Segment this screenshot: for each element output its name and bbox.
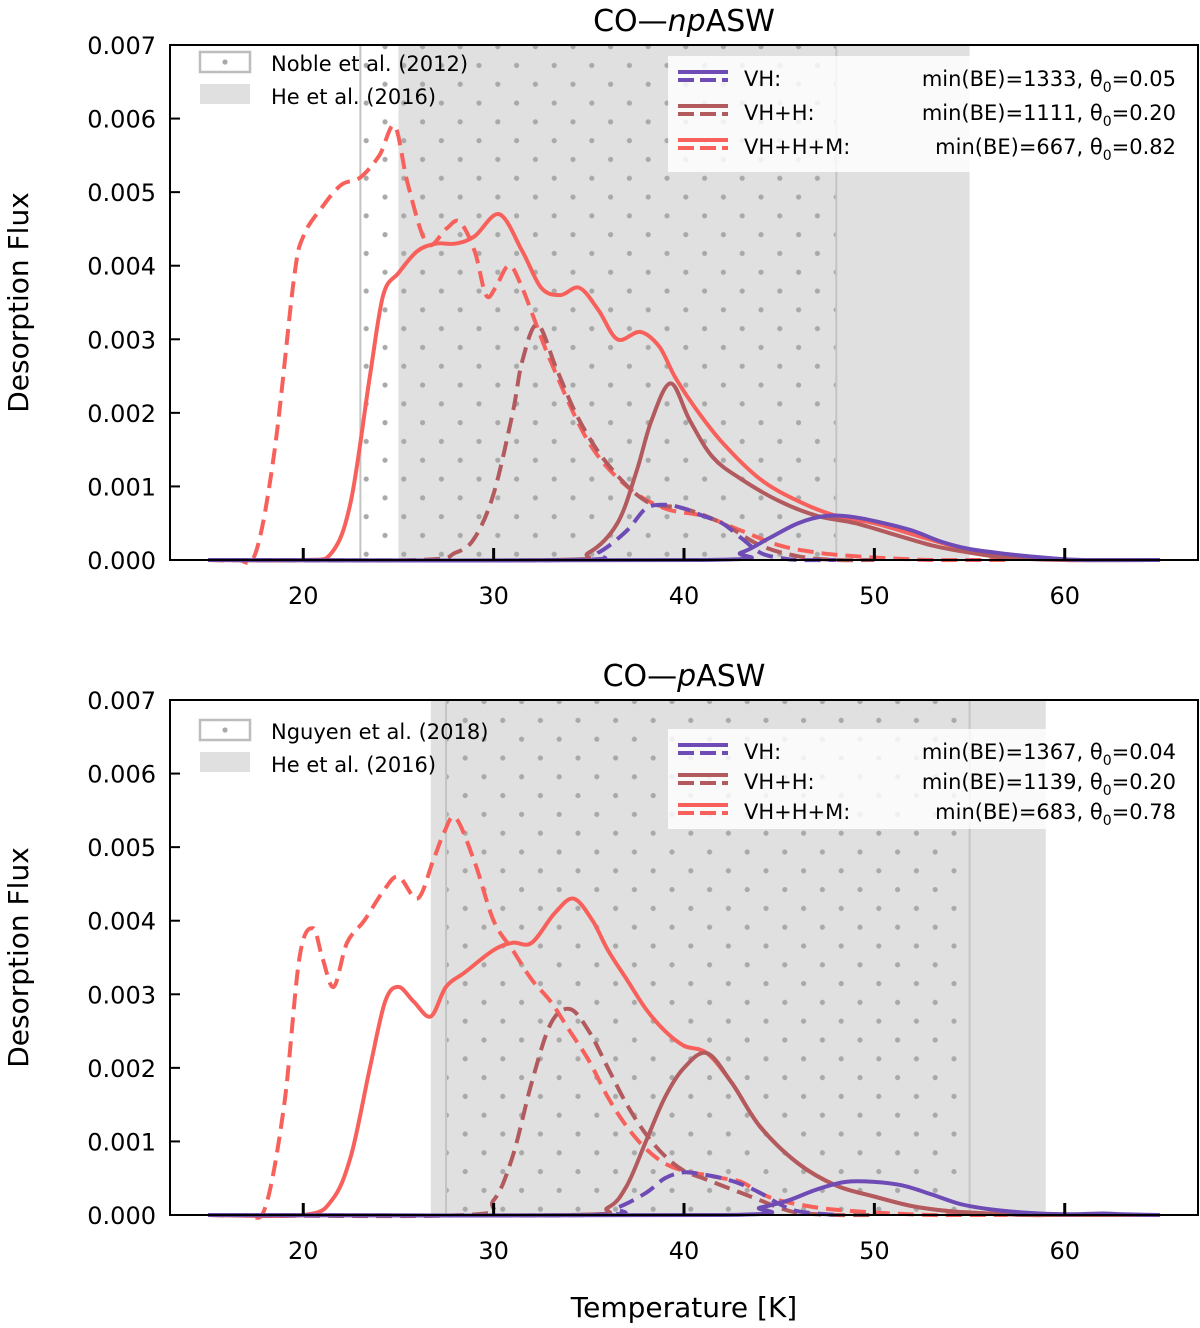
legend-series-label: VH+H: bbox=[744, 770, 815, 794]
x-tick-label: 60 bbox=[1049, 1237, 1080, 1265]
y-axis-label: Desorption Flux bbox=[2, 847, 35, 1068]
legend-series-label: VH: bbox=[744, 740, 781, 764]
legend-info-text: min(BE)=1333, θ bbox=[922, 67, 1103, 91]
x-tick-label: 40 bbox=[669, 582, 700, 610]
legend-info-text: min(BE)=683, θ bbox=[935, 800, 1103, 824]
title-prefix: CO— bbox=[603, 659, 678, 694]
legend-region-label: Noble et al. (2012) bbox=[271, 52, 468, 76]
y-tick-label: 0.000 bbox=[87, 547, 156, 575]
series-vh-h-m-dashed bbox=[208, 123, 1008, 565]
y-tick-label: 0.001 bbox=[87, 473, 156, 501]
y-tick-label: 0.006 bbox=[87, 106, 156, 134]
legend-series-info: min(BE)=1111, θ0=0.20 bbox=[922, 101, 1176, 130]
y-tick-label: 0.004 bbox=[87, 908, 156, 936]
legend-series-info: min(BE)=1139, θ0=0.20 bbox=[922, 770, 1176, 799]
y-tick-label: 0.001 bbox=[87, 1128, 156, 1156]
legend-series-info: min(BE)=1367, θ0=0.04 bbox=[922, 740, 1176, 769]
y-tick-label: 0.005 bbox=[87, 179, 156, 207]
legend-info-text: min(BE)=1111, θ bbox=[922, 101, 1103, 125]
legend-series-info: min(BE)=667, θ0=0.82 bbox=[935, 135, 1176, 164]
legend-info-sub: 0 bbox=[1103, 148, 1112, 164]
x-tick-label: 50 bbox=[859, 1237, 890, 1265]
y-tick-label: 0.000 bbox=[87, 1202, 156, 1230]
panel-title: CO—npASW bbox=[593, 4, 775, 39]
y-tick-label: 0.002 bbox=[87, 1055, 156, 1083]
y-tick-label: 0.004 bbox=[87, 253, 156, 281]
legend-info-sub: 0 bbox=[1103, 783, 1112, 799]
legend-region-label: He et al. (2016) bbox=[271, 85, 436, 109]
panel-np-asw: 20 30 40 50 60 0.000 0.001 0.002 0.003 0.004 0.005… bbox=[2, 4, 1199, 610]
legend-info-value: =0.05 bbox=[1112, 67, 1176, 91]
series-vh-dashed bbox=[208, 1170, 837, 1218]
legend-info-text: min(BE)=1367, θ bbox=[922, 740, 1103, 764]
legend-box bbox=[668, 729, 1188, 829]
legend-series-label: VH+H+M: bbox=[744, 135, 850, 159]
x-tick-label: 30 bbox=[478, 582, 509, 610]
series-vh-h-m-dashed bbox=[208, 814, 1008, 1220]
legend-info-value: =0.20 bbox=[1112, 770, 1176, 794]
y-tick-label: 0.002 bbox=[87, 400, 156, 428]
legend-shaded-swatch bbox=[200, 752, 250, 772]
legend-dotted-swatch-dot bbox=[222, 59, 228, 65]
y-tick-label: 0.007 bbox=[87, 687, 156, 715]
title-prefix: CO— bbox=[593, 4, 668, 39]
series-vh-dashed bbox=[208, 502, 837, 563]
legend-info-sub: 0 bbox=[1103, 813, 1112, 829]
title-suffix: ASW bbox=[696, 659, 765, 694]
legend-info-sub: 0 bbox=[1103, 80, 1112, 96]
series-vh-h-solid bbox=[208, 1050, 1160, 1218]
y-tick-label: 0.007 bbox=[87, 32, 156, 60]
x-tick-label: 20 bbox=[288, 1237, 319, 1265]
legend-series-label: VH: bbox=[744, 67, 781, 91]
legend-series-label: VH+H: bbox=[744, 101, 815, 125]
legend-shaded-swatch bbox=[200, 84, 250, 104]
legend-info-text: min(BE)=1139, θ bbox=[922, 770, 1103, 794]
legend-series-info: min(BE)=683, θ0=0.78 bbox=[935, 800, 1176, 829]
series-vh-h-dashed bbox=[208, 322, 875, 563]
legend-info-value: =0.20 bbox=[1112, 101, 1176, 125]
legend-region-label: He et al. (2016) bbox=[271, 753, 436, 777]
title-italic: np bbox=[668, 4, 706, 39]
x-tick-label: 60 bbox=[1049, 582, 1080, 610]
panel-title: CO—pASW bbox=[603, 659, 766, 694]
legend-series-info: min(BE)=1333, θ0=0.05 bbox=[922, 67, 1176, 96]
legend-region-label: Nguyen et al. (2018) bbox=[271, 720, 488, 744]
x-axis-label: Temperature [K] bbox=[570, 1291, 797, 1324]
legend-info-value: =0.78 bbox=[1112, 800, 1176, 824]
panel-p-asw: 20 30 40 50 60 0.000 0.001 0.002 0.003 0.004 0.005… bbox=[2, 659, 1199, 1265]
legend-dotted-swatch-dot bbox=[222, 727, 228, 733]
x-tick-label: 40 bbox=[669, 1237, 700, 1265]
y-tick-label: 0.005 bbox=[87, 834, 156, 862]
x-tick-label: 30 bbox=[478, 1237, 509, 1265]
legend-box bbox=[668, 56, 1188, 172]
y-tick-label: 0.006 bbox=[87, 761, 156, 789]
legend-info-value: =0.04 bbox=[1112, 740, 1176, 764]
legend-info-sub: 0 bbox=[1103, 114, 1112, 130]
x-tick-label: 50 bbox=[859, 582, 890, 610]
y-tick-label: 0.003 bbox=[87, 981, 156, 1009]
series-vh-h-solid bbox=[208, 381, 1160, 563]
x-tick-label: 20 bbox=[288, 582, 319, 610]
title-suffix: ASW bbox=[706, 4, 775, 39]
legend-info-text: min(BE)=667, θ bbox=[935, 135, 1103, 159]
y-tick-label: 0.003 bbox=[87, 326, 156, 354]
y-axis-label: Desorption Flux bbox=[2, 192, 35, 413]
series-vh-h-m-solid bbox=[208, 212, 1160, 563]
title-italic: p bbox=[676, 659, 696, 694]
legend-series-label: VH+H+M: bbox=[744, 800, 850, 824]
legend-info-sub: 0 bbox=[1103, 753, 1112, 769]
legend-info-value: =0.82 bbox=[1112, 135, 1176, 159]
